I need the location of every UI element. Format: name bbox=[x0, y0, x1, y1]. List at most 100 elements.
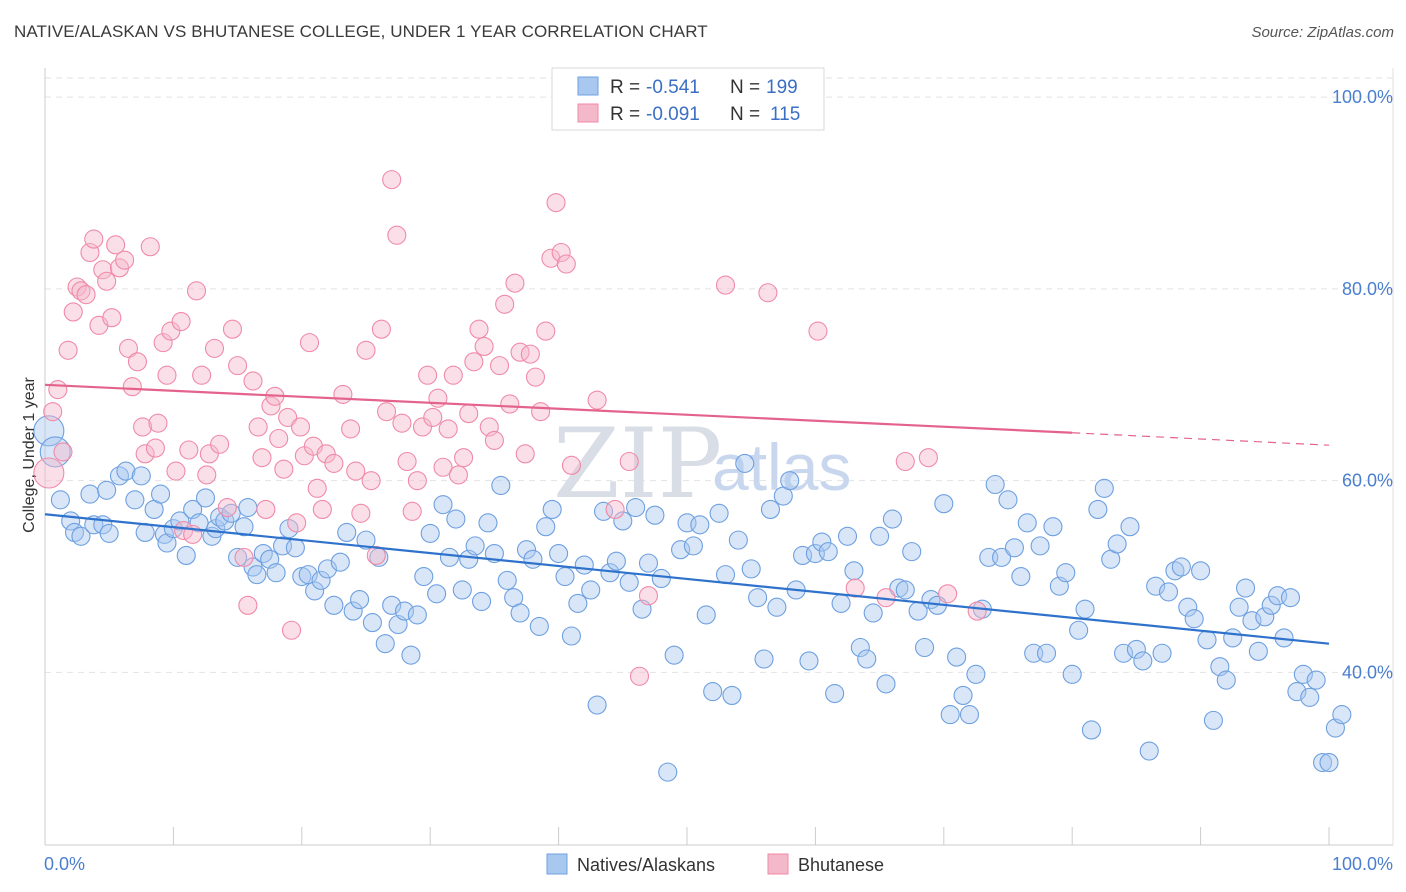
bhutanese-point-12 bbox=[93, 260, 113, 280]
bhutanese-point-107 bbox=[556, 254, 576, 274]
bhutanese-point-5 bbox=[63, 302, 83, 322]
natives-point-13 bbox=[125, 490, 145, 510]
natives-point-35 bbox=[247, 565, 267, 585]
natives-point-106 bbox=[703, 682, 723, 702]
bhutanese-point-35 bbox=[192, 365, 212, 385]
points-bhutanese bbox=[33, 170, 987, 686]
bhutanese-point-114 bbox=[715, 275, 736, 295]
legend-n-label-2: N = bbox=[730, 104, 760, 125]
natives-point-146 bbox=[959, 705, 980, 725]
bhutanese-point-13 bbox=[97, 271, 117, 291]
bhutanese-point-38 bbox=[204, 338, 225, 358]
natives-point-154 bbox=[1011, 566, 1031, 587]
bhutanese-point-111 bbox=[619, 451, 639, 472]
natives-point-74 bbox=[497, 570, 517, 590]
natives-point-109 bbox=[722, 685, 742, 705]
natives-point-165 bbox=[1081, 720, 1102, 740]
legend-r-label-1: R = bbox=[610, 77, 640, 98]
natives-point-63 bbox=[427, 584, 447, 604]
bhutanese-point-27 bbox=[157, 365, 177, 385]
natives-point-19 bbox=[157, 533, 177, 553]
bhutanese-point-122 bbox=[967, 601, 987, 621]
bhutanese-point-95 bbox=[495, 294, 515, 314]
natives-point-64 bbox=[433, 495, 453, 515]
bhutanese-point-44 bbox=[238, 595, 258, 615]
natives-point-128 bbox=[844, 561, 864, 581]
trend-line-bhutanese bbox=[44, 383, 1073, 434]
bhutanese-point-89 bbox=[464, 352, 484, 372]
bottom-legend-swatch-natives bbox=[546, 853, 568, 875]
natives-point-112 bbox=[741, 559, 761, 579]
natives-point-51 bbox=[350, 590, 370, 610]
natives-point-176 bbox=[1152, 643, 1172, 663]
bottom-legend: Natives/Alaskans Bhutanese bbox=[546, 853, 884, 875]
bhutanese-point-110 bbox=[605, 499, 625, 519]
natives-point-80 bbox=[536, 517, 556, 537]
natives-point-190 bbox=[1242, 611, 1262, 631]
natives-point-147 bbox=[966, 664, 986, 684]
natives-point-151 bbox=[992, 547, 1012, 567]
natives-point-202 bbox=[1319, 752, 1339, 773]
bhutanese-point-47 bbox=[252, 448, 272, 468]
bhutanese-point-117 bbox=[845, 578, 865, 598]
bhutanese-point-71 bbox=[371, 319, 391, 339]
natives-point-118 bbox=[780, 471, 800, 491]
natives-point-164 bbox=[1075, 599, 1095, 619]
natives-point-92 bbox=[613, 511, 633, 531]
bhutanese-point-93 bbox=[484, 430, 504, 450]
bhutanese-point-7 bbox=[71, 281, 91, 301]
natives-point-174 bbox=[1139, 741, 1159, 761]
natives-point-175 bbox=[1146, 576, 1166, 596]
natives-point-204 bbox=[1332, 705, 1352, 725]
bhutanese-point-108 bbox=[561, 455, 581, 475]
bhutanese-point-42 bbox=[228, 356, 248, 376]
bhutanese-point-63 bbox=[324, 453, 344, 473]
bhutanese-point-116 bbox=[808, 321, 828, 341]
natives-point-171 bbox=[1120, 517, 1140, 537]
bhutanese-point-32 bbox=[179, 440, 199, 460]
natives-point-22 bbox=[176, 545, 196, 566]
bhutanese-point-22 bbox=[135, 444, 155, 464]
bhutanese-point-29 bbox=[166, 461, 186, 481]
natives-point-101 bbox=[671, 540, 691, 560]
natives-point-200 bbox=[1306, 670, 1326, 690]
bhutanese-point-56 bbox=[290, 417, 311, 437]
natives-point-124 bbox=[818, 542, 838, 562]
natives-point-130 bbox=[857, 649, 877, 669]
bhutanese-point-88 bbox=[459, 404, 479, 424]
bhutanese-point-24 bbox=[145, 438, 165, 458]
natives-point-157 bbox=[1030, 536, 1050, 556]
natives-point-96 bbox=[638, 553, 659, 573]
natives-point-121 bbox=[799, 651, 819, 671]
bhutanese-point-1 bbox=[43, 402, 63, 422]
natives-point-84 bbox=[561, 626, 581, 646]
bhutanese-point-99 bbox=[515, 444, 535, 464]
natives-point-114 bbox=[754, 649, 774, 669]
bhutanese-point-67 bbox=[351, 503, 371, 523]
natives-point-67 bbox=[452, 580, 472, 600]
bhutanese-point-40 bbox=[217, 497, 237, 518]
natives-point-41 bbox=[285, 538, 305, 558]
bhutanese-point-61 bbox=[312, 499, 332, 519]
y-tick-label-3: 40.0% bbox=[1342, 662, 1393, 682]
natives-point-1 bbox=[39, 436, 71, 468]
natives-point-167 bbox=[1094, 478, 1114, 498]
bhutanese-point-85 bbox=[443, 365, 463, 385]
natives-point-135 bbox=[889, 578, 909, 598]
natives-point-198 bbox=[1293, 664, 1313, 684]
natives-point-139 bbox=[914, 637, 935, 658]
bhutanese-point-119 bbox=[895, 451, 915, 472]
natives-point-133 bbox=[876, 674, 896, 694]
natives-point-12 bbox=[116, 461, 136, 481]
natives-point-166 bbox=[1088, 499, 1108, 519]
natives-point-131 bbox=[863, 603, 883, 623]
bhutanese-point-53 bbox=[278, 407, 298, 427]
bhutanese-point-19 bbox=[122, 377, 142, 397]
natives-point-32 bbox=[234, 517, 254, 537]
bhutanese-point-105 bbox=[546, 193, 566, 213]
bhutanese-point-115 bbox=[758, 283, 778, 303]
bhutanese-point-70 bbox=[366, 545, 386, 566]
natives-point-62 bbox=[420, 523, 440, 543]
x-tick-label-0: 0.0% bbox=[44, 854, 85, 874]
natives-point-83 bbox=[555, 566, 575, 587]
